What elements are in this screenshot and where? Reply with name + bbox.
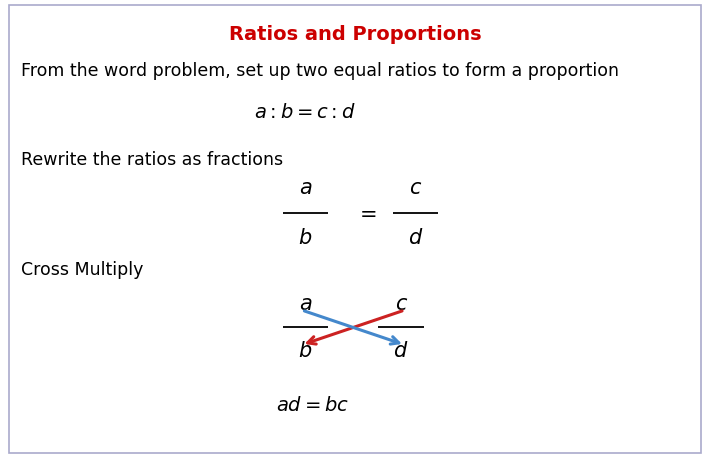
Text: Ratios and Proportions: Ratios and Proportions <box>229 25 481 44</box>
Text: $d$: $d$ <box>393 341 409 361</box>
Text: $b$: $b$ <box>298 341 312 361</box>
Text: $a$: $a$ <box>299 294 312 314</box>
FancyBboxPatch shape <box>9 5 701 453</box>
Text: $a$: $a$ <box>299 178 312 198</box>
Text: $ad=bc$: $ad=bc$ <box>276 396 349 415</box>
Text: $=$: $=$ <box>355 203 376 223</box>
Text: From the word problem, set up two equal ratios to form a proportion: From the word problem, set up two equal … <box>21 62 619 80</box>
Text: $c$: $c$ <box>395 294 408 314</box>
Text: Rewrite the ratios as fractions: Rewrite the ratios as fractions <box>21 151 283 169</box>
Text: Cross Multiply: Cross Multiply <box>21 261 143 279</box>
Text: $d$: $d$ <box>408 228 423 248</box>
Text: $b$: $b$ <box>298 228 312 248</box>
Text: $a:b=c:d$: $a:b=c:d$ <box>254 103 356 122</box>
Text: $c$: $c$ <box>409 178 422 198</box>
